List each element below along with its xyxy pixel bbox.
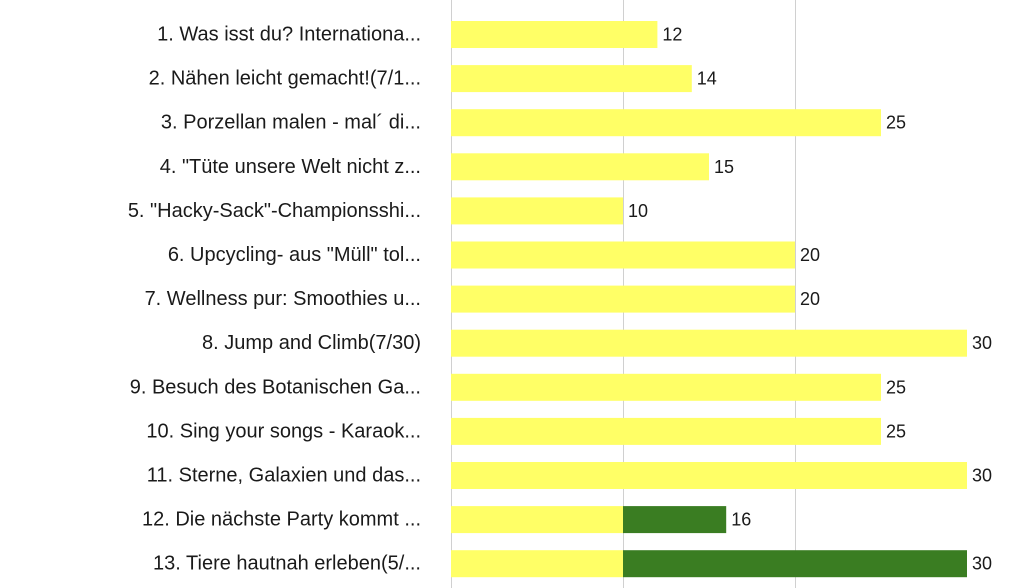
bar-segment-1: [451, 329, 967, 357]
category-label: 2. Nähen leicht gemacht!(7/1...: [149, 68, 421, 90]
bar-segment-1: [451, 506, 623, 534]
bar-segment-1: [451, 417, 881, 445]
data-label: 25: [886, 377, 906, 397]
bars: [451, 21, 967, 578]
data-label: 30: [972, 554, 992, 574]
bar-segment-1: [451, 109, 881, 137]
data-label: 30: [972, 333, 992, 353]
category-label: 6. Upcycling- aus "Müll" tol...: [168, 244, 421, 266]
bar-segment-1: [451, 197, 623, 225]
data-label: 25: [886, 113, 906, 133]
category-label: 11. Sterne, Galaxien und das...: [147, 465, 421, 487]
data-label: 20: [800, 245, 820, 265]
data-label: 10: [628, 201, 648, 221]
category-label: 5. "Hacky-Sack"-Championsshi...: [128, 200, 421, 222]
category-label: 9. Besuch des Botanischen Ga...: [130, 376, 421, 398]
category-label: 8. Jump and Climb(7/30): [202, 332, 421, 354]
bar-segment-1: [451, 373, 881, 401]
data-label: 16: [731, 510, 751, 530]
category-label: 13. Tiere hautnah erleben(5/...: [153, 553, 421, 575]
category-label: 3. Porzellan malen - mal´ di...: [161, 112, 421, 134]
category-label: 4. "Tüte unsere Welt nicht z...: [160, 156, 421, 178]
bar-segment-2: [623, 550, 967, 578]
bar-segment-1: [451, 462, 967, 489]
category-label: 12. Die nächste Party kommt ...: [142, 509, 421, 531]
data-label: 25: [886, 421, 906, 441]
bar-segment-1: [451, 550, 623, 578]
category-label: 1. Was isst du? Internationa...: [157, 24, 421, 46]
bar-segment-1: [451, 153, 709, 181]
data-label: 15: [714, 157, 734, 177]
bar-segment-2: [623, 506, 727, 534]
data-label: 20: [800, 289, 820, 309]
bar-segment-1: [451, 241, 795, 269]
data-labels: 12 14 25 15 10 20 20 30 25 25 30 16 30: [628, 25, 992, 574]
bar-segment-1: [451, 65, 692, 93]
data-label: 12: [662, 25, 682, 45]
category-label: 7. Wellness pur: Smoothies u...: [145, 288, 421, 310]
data-label: 14: [697, 69, 717, 89]
data-label: 30: [972, 466, 992, 486]
bar-segment-1: [451, 285, 795, 313]
bar-segment-1: [451, 21, 658, 48]
category-labels: 1. Was isst du? Internationa... 2. Nähen …: [128, 24, 421, 575]
category-label: 10. Sing your songs - Karaok...: [146, 420, 421, 442]
